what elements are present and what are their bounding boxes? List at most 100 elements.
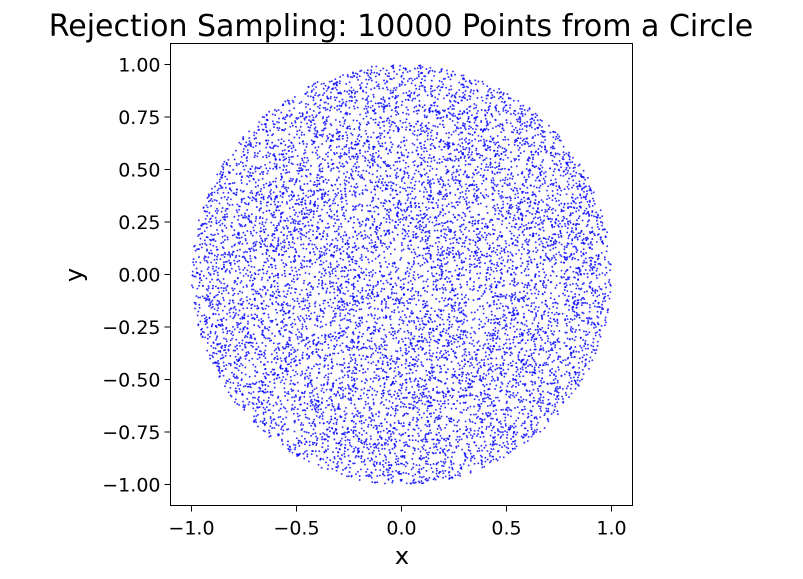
scatter-point — [283, 118, 286, 121]
scatter-point — [398, 68, 401, 71]
scatter-point — [563, 222, 566, 225]
scatter-point — [496, 307, 498, 310]
scatter-point — [573, 236, 576, 239]
scatter-point — [596, 267, 599, 270]
scatter-point — [540, 141, 543, 144]
scatter-point — [501, 167, 504, 170]
scatter-point — [429, 137, 432, 140]
scatter-point — [455, 168, 458, 171]
scatter-point — [306, 182, 309, 185]
scatter-point — [422, 150, 425, 153]
scatter-point — [316, 149, 318, 152]
scatter-point — [384, 438, 387, 441]
scatter-point — [322, 391, 325, 394]
scatter-point — [433, 399, 436, 402]
scatter-point — [253, 324, 256, 327]
scatter-point — [431, 438, 434, 441]
scatter-point — [383, 229, 386, 232]
scatter-point — [482, 312, 485, 315]
scatter-point — [280, 304, 283, 307]
scatter-point — [506, 334, 509, 336]
scatter-point — [413, 278, 416, 281]
scatter-point — [515, 187, 518, 190]
scatter-point — [433, 446, 435, 449]
scatter-point — [556, 410, 559, 413]
scatter-point — [470, 326, 473, 329]
scatter-point — [363, 421, 366, 424]
scatter-point — [451, 373, 454, 376]
scatter-point — [424, 289, 426, 292]
scatter-point — [378, 442, 381, 445]
scatter-point — [465, 146, 468, 149]
scatter-point — [438, 93, 440, 96]
scatter-point — [241, 243, 244, 245]
scatter-point — [323, 204, 326, 207]
scatter-point — [444, 475, 447, 478]
scatter-point — [608, 297, 611, 300]
scatter-point — [271, 290, 274, 293]
scatter-point — [571, 282, 574, 285]
scatter-point — [357, 348, 360, 351]
scatter-point — [319, 214, 322, 217]
scatter-point — [485, 97, 488, 100]
scatter-point — [438, 287, 441, 290]
scatter-point — [379, 134, 382, 137]
scatter-point — [401, 187, 404, 190]
scatter-point — [375, 455, 377, 458]
scatter-point — [265, 218, 268, 221]
scatter-point — [228, 362, 230, 365]
scatter-point — [237, 163, 240, 165]
scatter-point — [485, 412, 487, 415]
scatter-point — [205, 316, 208, 319]
scatter-point — [372, 352, 375, 355]
scatter-point — [432, 329, 435, 332]
scatter-point — [417, 354, 420, 357]
scatter-point — [387, 152, 390, 155]
scatter-point — [420, 385, 423, 388]
scatter-point — [453, 337, 456, 340]
scatter-point — [415, 356, 418, 359]
scatter-point — [442, 126, 445, 129]
scatter-point — [303, 118, 306, 121]
scatter-point — [313, 398, 316, 401]
scatter-point — [528, 172, 531, 174]
scatter-point — [196, 314, 199, 317]
scatter-point — [361, 451, 364, 453]
scatter-point — [483, 385, 486, 388]
scatter-point — [575, 306, 578, 309]
scatter-point — [514, 317, 517, 320]
scatter-point — [485, 236, 488, 239]
scatter-point — [486, 169, 489, 172]
scatter-point — [263, 243, 266, 246]
scatter-point — [545, 241, 548, 244]
scatter-point — [604, 299, 607, 302]
scatter-point — [432, 366, 435, 369]
scatter-point — [430, 79, 433, 82]
scatter-point — [273, 123, 276, 126]
scatter-point — [502, 158, 505, 161]
scatter-point — [480, 135, 483, 138]
scatter-point — [587, 319, 590, 322]
scatter-point — [278, 153, 281, 156]
scatter-point — [282, 164, 285, 167]
scatter-point — [497, 190, 500, 192]
scatter-point — [503, 284, 505, 287]
scatter-point — [356, 185, 359, 188]
scatter-point — [304, 165, 307, 168]
scatter-point — [386, 357, 389, 360]
scatter-point — [213, 198, 216, 201]
scatter-point — [272, 342, 275, 345]
scatter-point — [400, 449, 402, 452]
scatter-point — [482, 138, 485, 141]
scatter-point — [547, 311, 550, 314]
scatter-point — [385, 303, 387, 305]
scatter-point — [372, 93, 375, 96]
scatter-point — [344, 406, 347, 409]
scatter-point — [211, 287, 214, 290]
scatter-point — [386, 471, 389, 474]
scatter-point — [452, 130, 455, 133]
scatter-point — [309, 395, 312, 398]
scatter-point — [415, 218, 418, 221]
scatter-point — [481, 305, 484, 308]
scatter-point — [444, 236, 447, 239]
